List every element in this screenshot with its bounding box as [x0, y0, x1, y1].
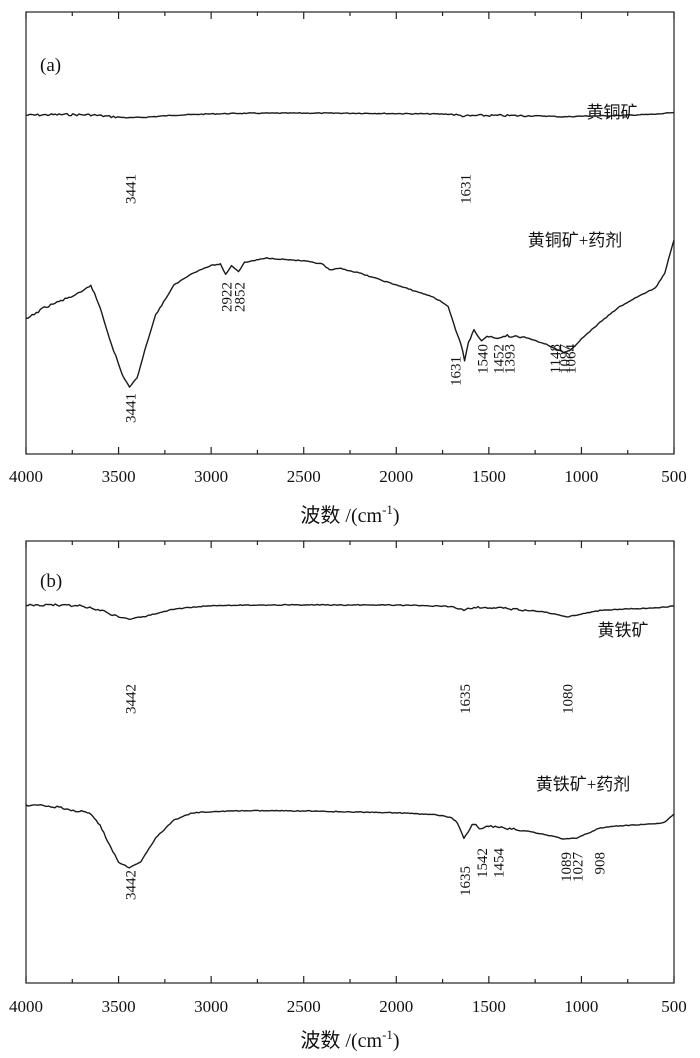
panel-a-series-group: [25, 111, 675, 388]
x-axis-label-text: 波数 /(cm: [300, 504, 382, 527]
peak-label: 1064: [564, 344, 580, 375]
peak-label: 1635: [458, 866, 474, 896]
series-line-1: [25, 603, 674, 621]
peak-label: 1393: [503, 344, 519, 374]
panel-b-plot-frame: [25, 540, 675, 984]
panel-b-label: (b): [40, 571, 62, 592]
peak-label: 1027: [570, 852, 586, 883]
panel-b-x-axis: 4000 3500 3000 2500 2000 1500 1000 500: [9, 541, 687, 1016]
peak-label: 3441: [124, 393, 140, 423]
peak-label: 3442: [123, 684, 139, 714]
panel-a-x-axis: 4000 3500 3000 2500 2000 1500 1000 500: [9, 12, 687, 486]
x-tick-label: 4000: [9, 997, 43, 1016]
peak-label: 1089: [559, 852, 575, 882]
x-tick-label: 3000: [194, 467, 228, 486]
peak-label: 1080: [561, 684, 577, 714]
panel-b-series-group: [25, 603, 675, 869]
panel-a-label: (a): [40, 55, 61, 76]
x-tick-label: 2000: [379, 997, 413, 1016]
x-tick-label: 3500: [102, 467, 136, 486]
peak-label: 3442: [123, 870, 139, 900]
series-label: 黄铁矿: [598, 621, 649, 640]
peak-label: 1148: [548, 344, 564, 373]
x-tick-label: 1000: [564, 997, 598, 1016]
series-label: 黄铜矿+药剂: [528, 231, 623, 250]
x-tick-label: 3500: [102, 997, 136, 1016]
peak-label: 2852: [233, 282, 249, 312]
x-tick-label: 1000: [564, 467, 598, 486]
panel-a-x-axis-label: 波数 /(cm-1): [300, 502, 399, 527]
series-line-2: [25, 239, 675, 388]
x-tick-label: 3000: [194, 997, 228, 1016]
x-tick-label: 500: [661, 997, 687, 1016]
x-tick-label: 4000: [9, 467, 43, 486]
panel-a-chart: (a) 4000 3500 3000 2500 2000 1500 1000 500 黄铜矿 3…: [9, 11, 687, 527]
peak-label: 1542: [475, 848, 491, 878]
peak-label: 3441: [124, 174, 140, 204]
x-tick-label: 1500: [472, 997, 506, 1016]
x-tick-label: 2500: [287, 467, 321, 486]
series-line-2: [25, 804, 675, 869]
series-line-1: [25, 111, 675, 119]
peak-label: 1540: [476, 344, 492, 374]
x-tick-label: 1500: [472, 467, 506, 486]
peak-label: 2922: [220, 282, 236, 312]
peak-label: 1631: [459, 174, 475, 204]
panel-b-x-axis-label: 波数 /(cm-1): [300, 1027, 399, 1052]
panel-b-chart: (b) 4000 3500 3000 2500 2000 1500 1000 500 黄铁矿 3…: [9, 540, 687, 1052]
x-axis-label-close: ): [393, 505, 400, 527]
x-axis-label-close: ): [393, 1030, 400, 1052]
peak-label: 1452: [492, 344, 508, 374]
series-label: 黄铜矿: [587, 103, 638, 122]
x-axis-label-superscript: -1: [382, 502, 393, 517]
x-axis-label-text: 波数 /(cm: [300, 1029, 382, 1052]
x-tick-label: 2500: [287, 997, 321, 1016]
peak-label: 1635: [458, 684, 474, 714]
peak-label: 1454: [491, 848, 507, 879]
x-axis-label-superscript: -1: [382, 1027, 393, 1042]
x-tick-label: 2000: [379, 467, 413, 486]
peak-label: 1631: [449, 356, 465, 386]
peak-label: 1097: [558, 344, 574, 375]
peak-label: 908: [593, 852, 609, 875]
series-label: 黄铁矿+药剂: [536, 775, 631, 794]
x-tick-label: 500: [661, 467, 687, 486]
